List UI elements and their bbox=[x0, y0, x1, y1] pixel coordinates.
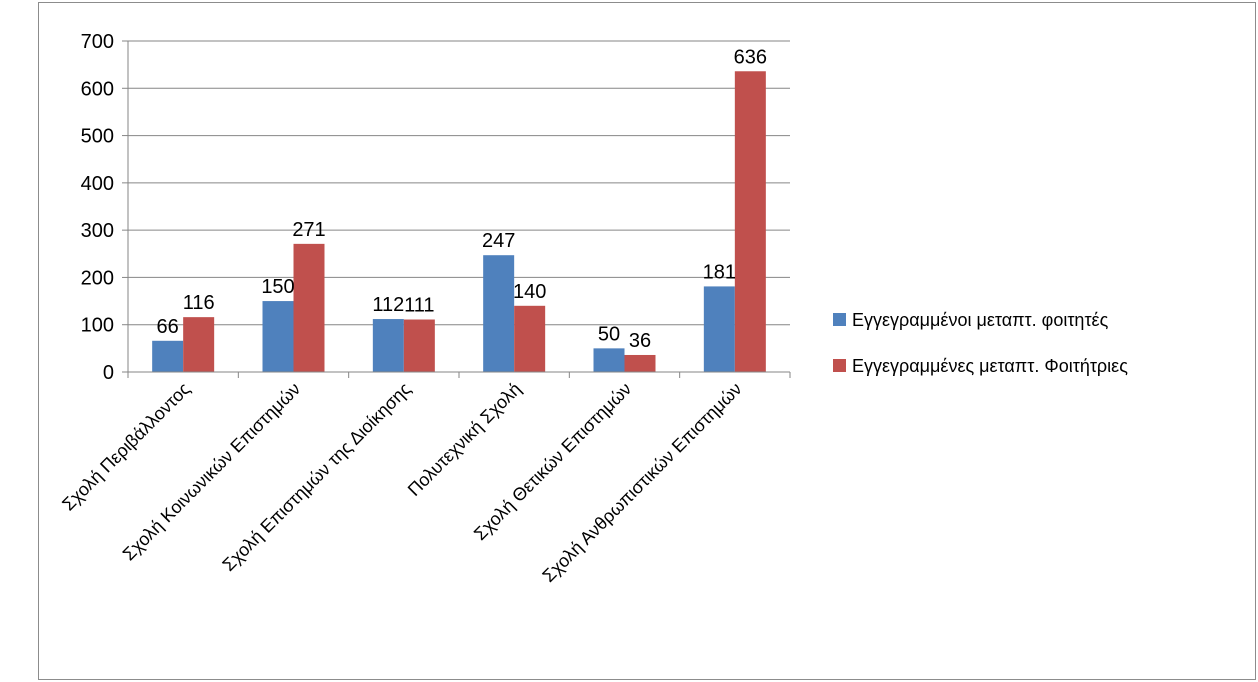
bar-male bbox=[703, 286, 735, 372]
legend-swatch bbox=[833, 359, 846, 372]
data-label: 140 bbox=[513, 281, 546, 303]
data-label: 116 bbox=[183, 292, 215, 314]
data-label: 150 bbox=[261, 276, 294, 298]
bar-female bbox=[514, 305, 546, 372]
y-tick-label: 500 bbox=[81, 126, 114, 148]
data-label: 271 bbox=[292, 219, 325, 241]
bar-male bbox=[372, 319, 404, 372]
data-label: 111 bbox=[404, 295, 434, 317]
data-label: 66 bbox=[157, 316, 179, 338]
y-tick-label: 300 bbox=[81, 220, 114, 242]
legend-swatch bbox=[833, 313, 846, 326]
data-label: 50 bbox=[598, 323, 620, 345]
data-label: 636 bbox=[734, 46, 767, 68]
y-tick-label: 400 bbox=[81, 173, 114, 195]
bar-male bbox=[152, 340, 184, 372]
gridlines bbox=[128, 40, 790, 326]
legend-label: Εγγεγραμμένες μεταπτ. Φοιτήτριες bbox=[852, 356, 1128, 376]
bar-male bbox=[593, 348, 625, 372]
bar-male bbox=[262, 301, 294, 372]
y-tick-label: 700 bbox=[81, 31, 114, 53]
data-label: 181 bbox=[703, 261, 736, 283]
x-category-label: Σχολή Κοινωνικών Επιστημών bbox=[119, 379, 305, 565]
data-label: 36 bbox=[629, 330, 651, 352]
bar-female bbox=[183, 317, 215, 372]
y-tick-label: 200 bbox=[81, 267, 114, 289]
legend-label: Εγγεγραμμένοι μεταπτ. φοιτητές bbox=[852, 310, 1109, 330]
x-category-label: Σχολή Επιστημών της Διοίκησης bbox=[218, 378, 414, 574]
legend: Εγγεγραμμένοι μεταπτ. φοιτητές Εγγεγραμμέ… bbox=[833, 310, 1128, 376]
chart-frame bbox=[38, 2, 1256, 680]
x-category-label: Σχολή Ανθρωπιστικών Επιστημών bbox=[538, 379, 745, 586]
y-tick-label: 600 bbox=[81, 78, 114, 100]
bars bbox=[152, 71, 766, 373]
bar-female bbox=[293, 243, 325, 372]
y-tick-label: 0 bbox=[103, 362, 114, 384]
data-label: 112 bbox=[372, 294, 404, 316]
x-category-label: Πολυτεχνική Σχολή bbox=[404, 379, 525, 500]
bar-female bbox=[624, 354, 656, 372]
y-tick-label: 100 bbox=[81, 315, 114, 337]
bar-male bbox=[483, 255, 515, 372]
data-label: 247 bbox=[482, 230, 515, 252]
bar-female bbox=[734, 71, 766, 373]
bar-female bbox=[403, 319, 435, 372]
